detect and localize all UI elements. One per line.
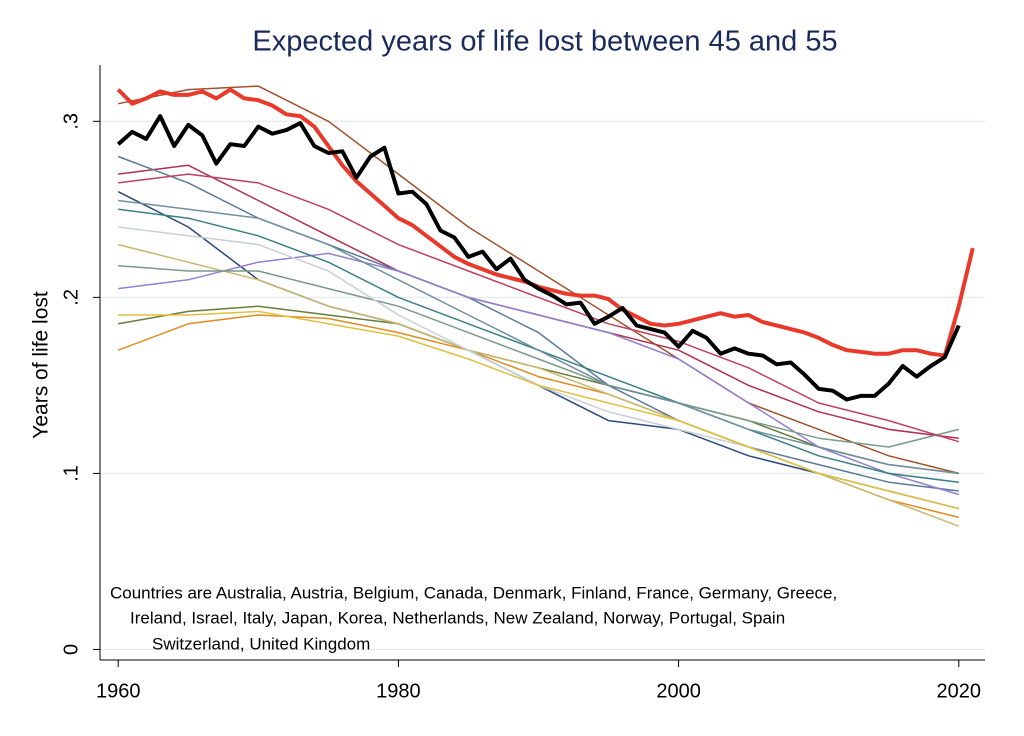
x-tick-label: 1980 bbox=[376, 680, 421, 702]
y-axis-label: Years of life lost bbox=[30, 291, 53, 439]
note-line: Switzerland, United Kingdom bbox=[152, 634, 370, 653]
x-tick-label: 1960 bbox=[96, 680, 141, 702]
note-line: Countries are Australia, Austria, Belgiu… bbox=[110, 583, 837, 602]
y-tick-label: .1 bbox=[60, 465, 82, 482]
axes: .3 .2 .1 0 1960 1980 2000 2020 bbox=[60, 65, 985, 702]
series-line bbox=[118, 199, 959, 475]
plot-lines bbox=[116, 85, 975, 527]
x-tick-label: 2020 bbox=[937, 680, 982, 702]
series-line bbox=[116, 87, 975, 358]
grid bbox=[100, 120, 985, 651]
note-line: Ireland, Israel, Italy, Japan, Korea, Ne… bbox=[130, 608, 785, 627]
series-line bbox=[118, 264, 959, 448]
series-line bbox=[118, 173, 960, 443]
chart-title: Expected years of life lost between 45 a… bbox=[252, 26, 837, 58]
x-tick-label: 2000 bbox=[656, 680, 701, 702]
series-line bbox=[118, 85, 959, 475]
y-tick-label: .2 bbox=[60, 289, 82, 306]
series-line bbox=[116, 114, 961, 402]
y-tick-label: 0 bbox=[60, 644, 82, 655]
series-line bbox=[118, 310, 959, 510]
y-tick-label: .3 bbox=[60, 113, 82, 130]
